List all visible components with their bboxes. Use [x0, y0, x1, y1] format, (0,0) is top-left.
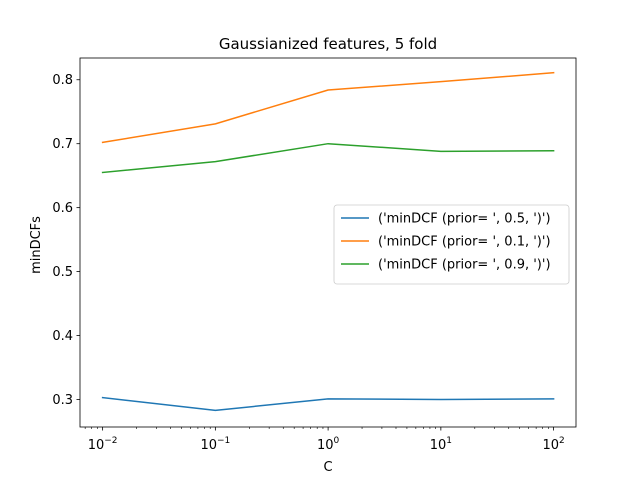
series-line-2 [101, 142, 555, 174]
y-tick-label: 0.8 [52, 73, 73, 88]
legend-entry-2: ('minDCF (prior= ', 0.9, ')') [378, 258, 551, 273]
x-tick-label: 10−2 [88, 436, 118, 453]
x-tick-label: 100 [317, 436, 340, 453]
legend: ('minDCF (prior= ', 0.5, ')') ('minDCF (p… [333, 204, 570, 285]
y-tick-label: 0.5 [52, 265, 73, 280]
y-tick-label: 0.4 [52, 329, 73, 344]
legend-entry-0: ('minDCF (prior= ', 0.5, ')') [378, 212, 551, 227]
plot-area: 10−2 10−1 100 101 102 0.3 0.4 0.5 0.6 0.7 0.8 [52, 57, 577, 453]
x-tick-label: 10−1 [200, 436, 230, 453]
y-axis-label: minDCFs [29, 216, 44, 274]
chart-title: Gaussianized features, 5 fold [219, 35, 437, 53]
series-line-1 [101, 71, 555, 144]
y-tick-label: 0.3 [52, 393, 73, 408]
x-tick-label: 102 [542, 436, 564, 453]
series-line-0 [101, 396, 555, 412]
x-tick-label: 101 [430, 436, 452, 453]
x-axis-label: C [323, 460, 332, 475]
legend-entry-1: ('minDCF (prior= ', 0.1, ')') [378, 235, 551, 250]
y-tick-label: 0.6 [52, 201, 73, 216]
legend-box [333, 204, 570, 285]
y-tick-label: 0.7 [52, 137, 73, 152]
